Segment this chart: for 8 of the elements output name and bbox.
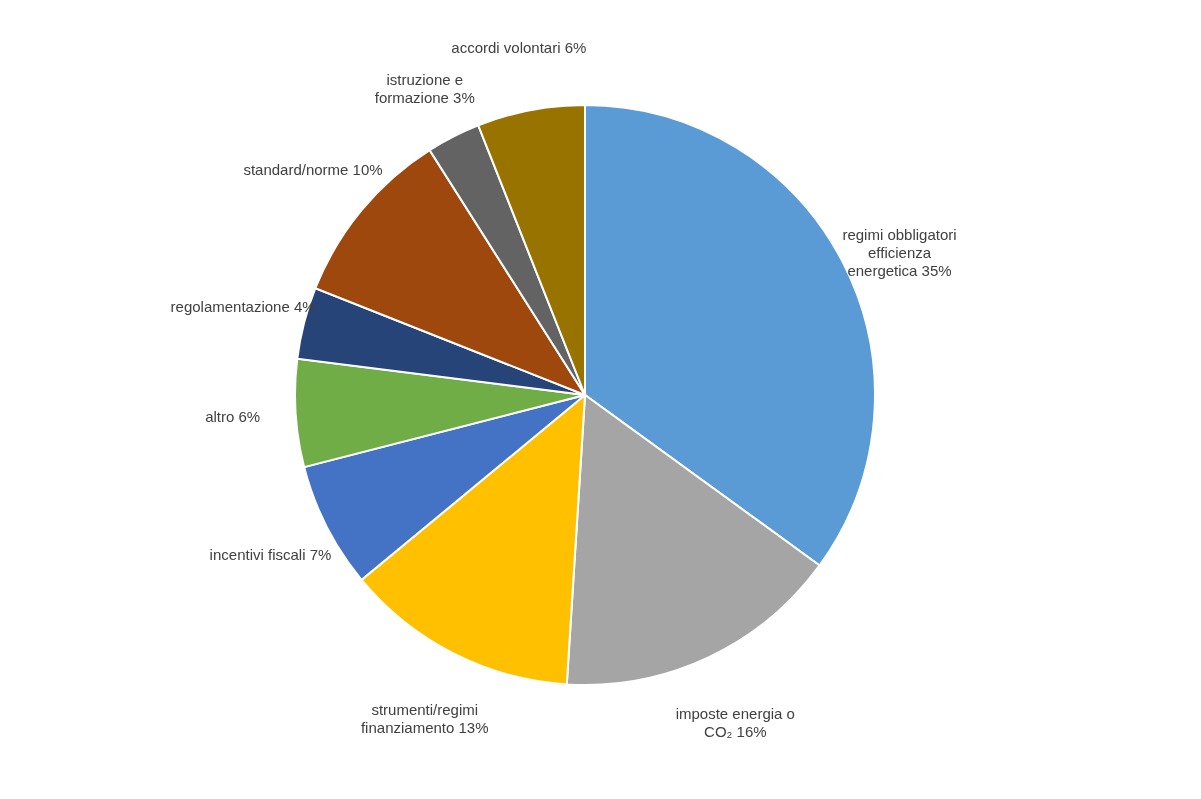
slice-label: standard/norme 10% [243,160,383,178]
slice-label: imposte energia o CO₂ 16% [675,705,795,741]
slice-label: strumenti/regimi finanziamento 13% [360,700,489,736]
slice-label: accordi volontari 6% [451,39,587,57]
slice-label: incentivi fiscali 7% [209,546,332,564]
slice-label: istruzione e formazione 3% [374,71,475,107]
slice-label: altro 6% [205,408,261,426]
slice-label: regimi obbligatori efficienza energetica 35% [842,225,957,279]
